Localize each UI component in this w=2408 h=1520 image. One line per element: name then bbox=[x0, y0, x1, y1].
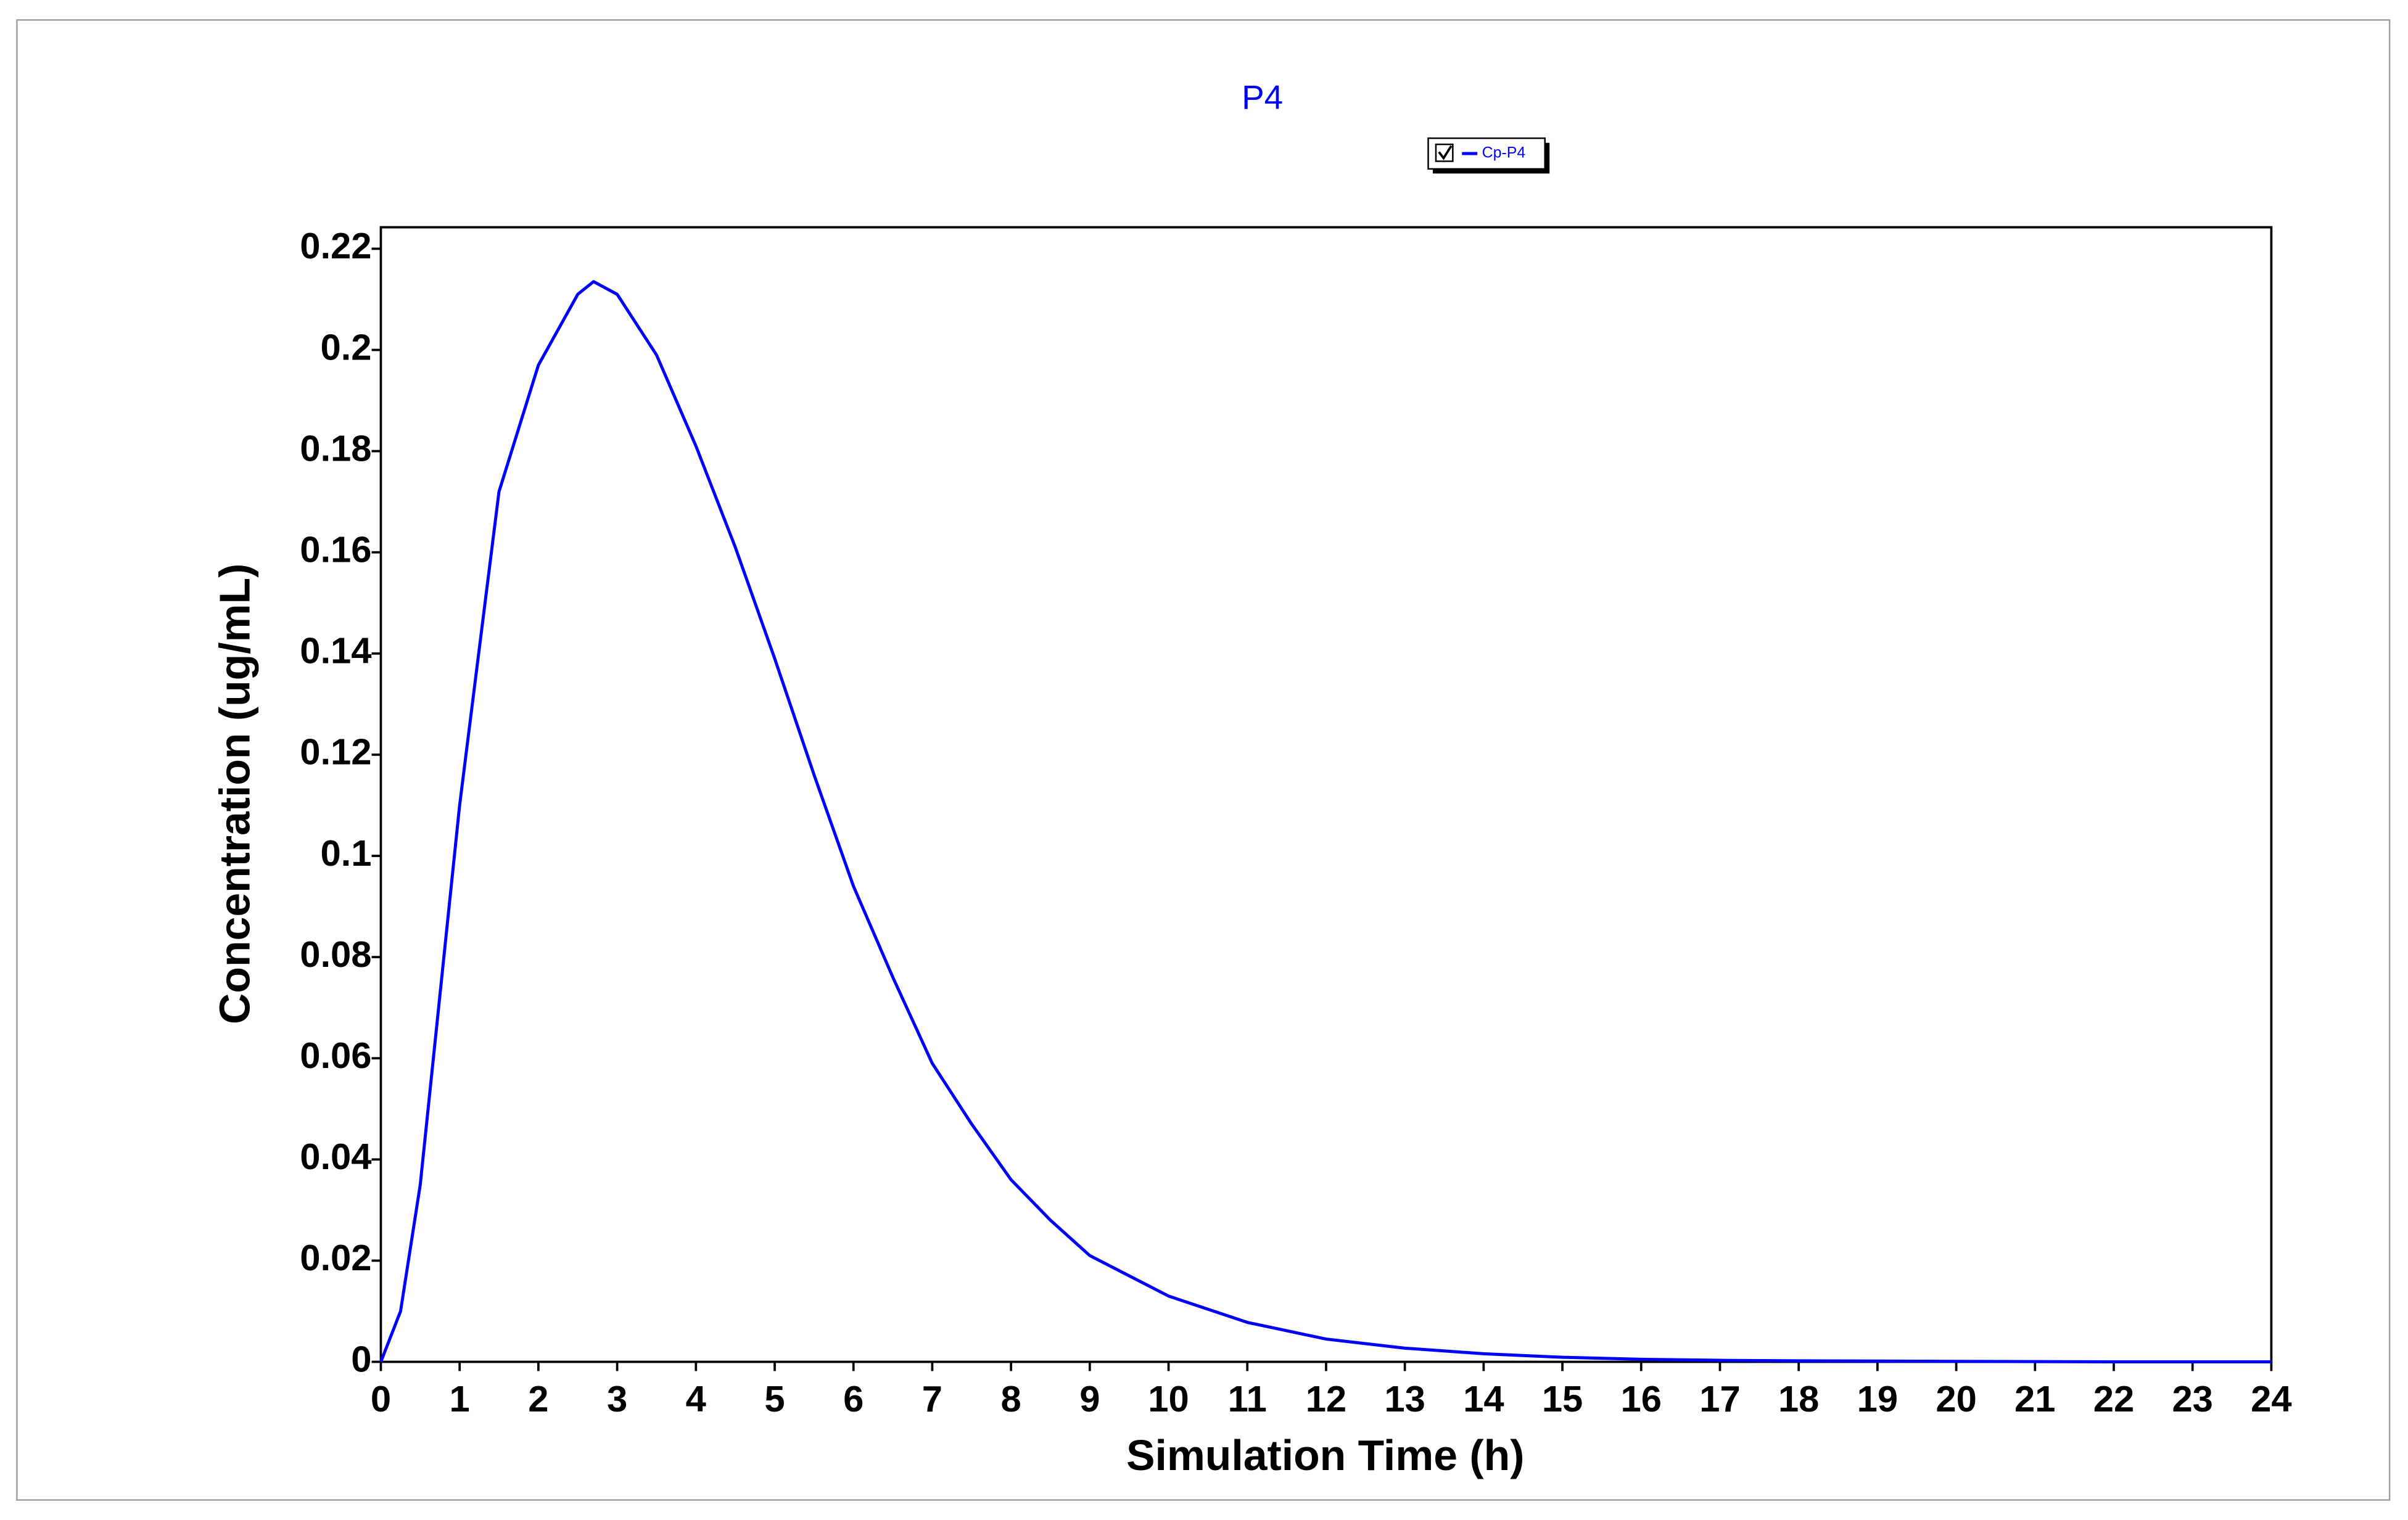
y-tick-label: 0.08 bbox=[300, 934, 371, 975]
x-tick-label: 2 bbox=[528, 1378, 548, 1419]
y-tick-label: 0.2 bbox=[320, 326, 371, 368]
x-tick-label: 10 bbox=[1148, 1378, 1189, 1419]
x-tick-label: 14 bbox=[1463, 1378, 1504, 1419]
y-tick-label: 0.06 bbox=[300, 1035, 371, 1076]
x-tick-label: 19 bbox=[1857, 1378, 1898, 1419]
x-tick-label: 12 bbox=[1306, 1378, 1346, 1419]
x-tick-label: 5 bbox=[764, 1378, 785, 1419]
y-tick-label: 0.16 bbox=[300, 528, 371, 570]
x-tick-label: 3 bbox=[607, 1378, 627, 1419]
x-tick-label: 22 bbox=[2093, 1378, 2134, 1419]
x-tick-label: 24 bbox=[2251, 1378, 2291, 1419]
y-tick-label: 0.22 bbox=[300, 225, 371, 266]
x-tick-label: 13 bbox=[1384, 1378, 1425, 1419]
x-tick-label: 17 bbox=[1699, 1378, 1740, 1419]
x-tick-label: 6 bbox=[843, 1378, 864, 1419]
x-tick-label: 7 bbox=[922, 1378, 942, 1419]
y-tick-label: 0.02 bbox=[300, 1237, 371, 1278]
x-tick-label: 18 bbox=[1778, 1378, 1819, 1419]
y-tick-label: 0.04 bbox=[300, 1136, 371, 1177]
data-line bbox=[379, 280, 2272, 1363]
x-tick-label: 11 bbox=[1228, 1378, 1267, 1419]
x-tick-label: 16 bbox=[1621, 1378, 1662, 1419]
y-tick-label: 0 bbox=[351, 1338, 371, 1379]
y-tick-label: 0.14 bbox=[300, 630, 371, 672]
y-tick-label: 0.1 bbox=[320, 832, 371, 874]
frame bbox=[16, 19, 2391, 1501]
y-tick-label: 0.18 bbox=[300, 427, 371, 469]
y-axis-title: Concentration (ug/mL) bbox=[210, 564, 258, 1024]
chart-title: P4 bbox=[1242, 78, 1283, 116]
x-tick-label: 8 bbox=[1000, 1378, 1021, 1419]
check-mark bbox=[1438, 145, 1453, 160]
x-tick-label: 9 bbox=[1079, 1378, 1100, 1419]
x-tick-label: 4 bbox=[686, 1378, 706, 1419]
x-tick-label: 21 bbox=[2014, 1378, 2055, 1419]
legend: Cp-P4 bbox=[1427, 137, 1550, 174]
x-tick-label: 20 bbox=[1936, 1378, 1976, 1419]
y-tick-label: 0.12 bbox=[300, 731, 371, 773]
x-tick-label: 1 bbox=[450, 1378, 470, 1419]
x-tick-label: 0 bbox=[371, 1378, 391, 1419]
x-tick-label: 15 bbox=[1542, 1378, 1583, 1419]
x-tick-label: 23 bbox=[2172, 1378, 2212, 1419]
legend-label: Cp-P4 bbox=[1482, 144, 1526, 162]
x-axis-title: Simulation Time (h) bbox=[1126, 1431, 1524, 1479]
